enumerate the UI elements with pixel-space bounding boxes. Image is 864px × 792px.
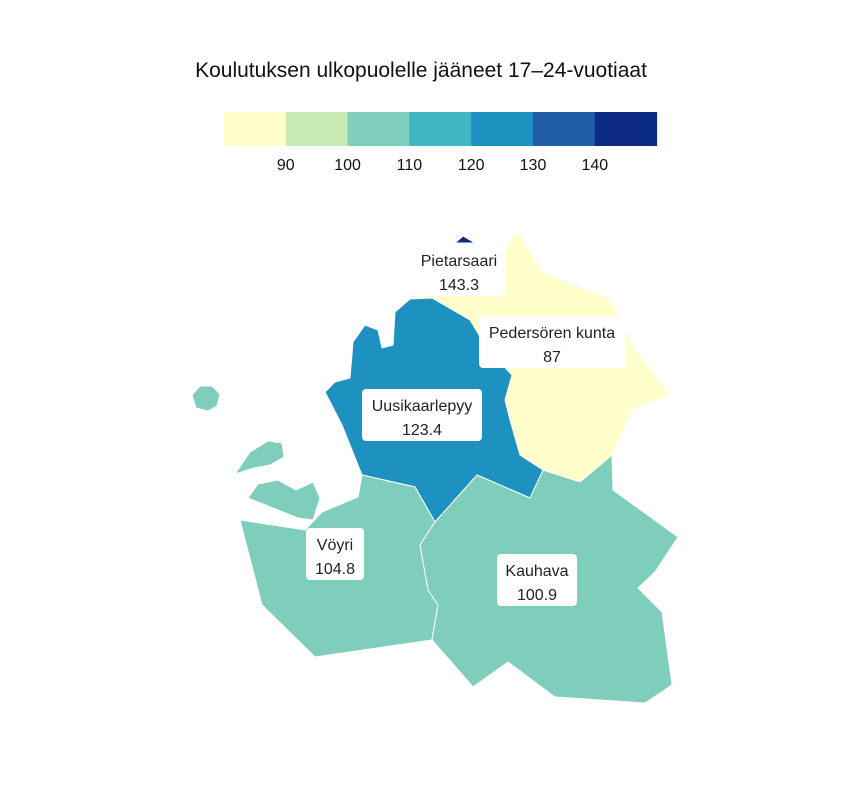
- region-pietarsaari[interactable]: [453, 235, 477, 244]
- region-voyri-island-middle[interactable]: [233, 440, 285, 475]
- legend-tick-label: 110: [397, 157, 423, 174]
- legend-tick-label: 100: [334, 157, 361, 174]
- region-voyri-island-north[interactable]: [191, 385, 221, 412]
- legend-tick-label: 140: [581, 157, 608, 174]
- region-voyri-island-south[interactable]: [247, 479, 321, 521]
- label-voyri: Vöyri 104.8: [306, 528, 364, 580]
- label-voyri-name: Vöyri: [317, 537, 353, 554]
- label-uusikaarlepyy-value: 123.4: [402, 422, 442, 439]
- chart-title: Koulutuksen ulkopuolelle jääneet 17–24-v…: [195, 59, 647, 82]
- label-voyri-value: 104.8: [315, 561, 355, 578]
- legend-swatch-1: [285, 112, 349, 146]
- legend-swatch-0: [224, 112, 287, 146]
- region-labels: Pietarsaari 143.3 Pedersören kunta 87 Uu…: [306, 244, 626, 606]
- label-pedersoren-kunta-name: Pedersören kunta: [489, 325, 615, 342]
- color-legend: 90 100 110 120 130 140: [224, 112, 658, 174]
- legend-swatch-2: [347, 112, 410, 146]
- label-pedersoren-kunta-value: 87: [543, 349, 561, 366]
- legend-swatch-4: [471, 112, 534, 146]
- label-kauhava-name: Kauhava: [505, 563, 568, 580]
- legend-tick-label: 90: [277, 157, 295, 174]
- map-regions: [191, 229, 679, 704]
- label-uusikaarlepyy-name: Uusikaarlepyy: [372, 398, 472, 415]
- label-pietarsaari: Pietarsaari 143.3: [412, 244, 506, 296]
- label-pietarsaari-value: 143.3: [439, 277, 479, 294]
- legend-tick-label: 130: [520, 157, 547, 174]
- label-uusikaarlepyy: Uusikaarlepyy 123.4: [362, 389, 482, 441]
- legend-swatch-5: [533, 112, 596, 146]
- legend-swatch-3: [409, 112, 472, 146]
- label-kauhava-value: 100.9: [517, 587, 557, 604]
- label-pedersoren-kunta: Pedersören kunta 87: [479, 316, 626, 368]
- label-pietarsaari-name: Pietarsaari: [421, 253, 497, 270]
- legend-tick-label: 120: [458, 157, 485, 174]
- legend-swatch-6: [594, 112, 658, 146]
- label-kauhava: Kauhava 100.9: [497, 554, 577, 606]
